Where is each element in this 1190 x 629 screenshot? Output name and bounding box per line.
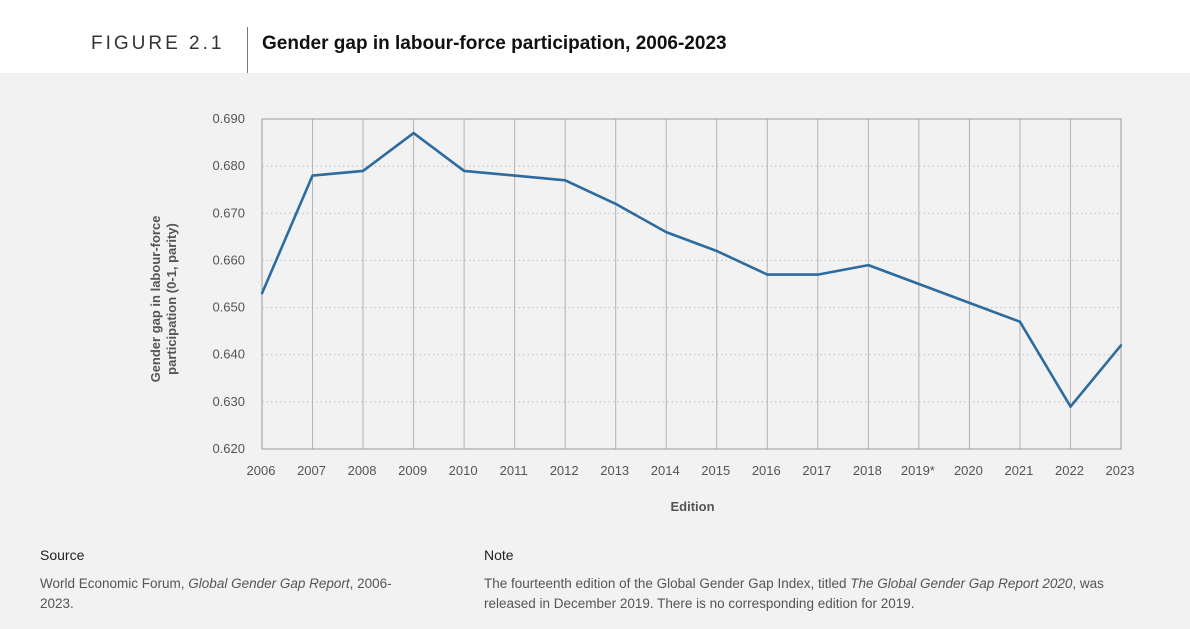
source-text: World Economic Forum, Global Gender Gap … [40, 576, 392, 611]
y-tick-label: 0.620 [212, 441, 245, 456]
data-point [1119, 344, 1123, 347]
chart-panel: 0.620 0.630 0.640 0.650 0.660 0.670 0.680 0.690… [0, 73, 1190, 629]
x-tick-label: 2011 [500, 463, 528, 478]
figure-title: Gender gap in labour-force participation… [262, 33, 727, 54]
x-tick-label: 2021 [1004, 463, 1033, 478]
figure-header: FIGURE 2.1 Gender gap in labour-force pa… [0, 0, 1190, 73]
y-axis-title-line: Gender gap in labour-force [148, 216, 163, 383]
x-axis-title: Edition [670, 499, 714, 514]
x-tick-label: 2007 [297, 463, 326, 478]
x-tick-label: 2010 [449, 463, 478, 478]
data-point [1069, 405, 1072, 408]
plot-border [261, 118, 1122, 450]
x-tick-label: 2023 [1106, 463, 1135, 478]
data-point [867, 263, 870, 267]
x-tick-label: 2009 [398, 463, 427, 478]
data-point [311, 174, 314, 177]
data-point [614, 202, 617, 206]
figure-label: FIGURE 2.1 [91, 33, 225, 54]
data-point [462, 169, 466, 173]
x-tick-label: 2012 [550, 463, 579, 478]
x-tick-label: 2015 [701, 463, 730, 478]
line-chart: 0.620 0.630 0.640 0.650 0.660 0.670 0.680 0.690… [148, 111, 1135, 514]
y-tick-label: 0.680 [212, 158, 245, 173]
x-tick-label: 2014 [651, 463, 680, 478]
x-tick-label: 2016 [752, 463, 781, 478]
y-tick-label: 0.640 [212, 347, 245, 362]
note-heading: Note [484, 547, 514, 563]
source-block: Source World Economic Forum, Global Gend… [40, 547, 420, 614]
y-axis-title: Gender gap in labour-force participation … [148, 216, 179, 383]
y-tick-label: 0.650 [212, 300, 245, 315]
x-tick-label: 2019* [901, 463, 935, 478]
y-tick-label: 0.660 [212, 252, 245, 267]
x-tick-label: 2017 [802, 463, 831, 478]
data-point [361, 169, 365, 173]
y-tick-label: 0.630 [212, 394, 245, 409]
series-line [260, 131, 1123, 408]
y-tick-label: 0.670 [212, 205, 245, 220]
data-point [513, 174, 516, 177]
x-tick-label: 2013 [600, 463, 629, 478]
y-axis-title-line: participation (0-1, parity) [164, 223, 179, 375]
data-point [412, 131, 415, 135]
data-point [968, 301, 971, 305]
data-point [715, 249, 718, 253]
data-point [816, 273, 820, 276]
note-block: Note The fourteenth edition of the Globa… [484, 547, 1124, 614]
x-tick-label: 2006 [247, 463, 276, 478]
x-tick-label: 2020 [954, 463, 983, 478]
data-point [260, 292, 264, 295]
x-tick-label: 2022 [1055, 463, 1084, 478]
note-text: The fourteenth edition of the Global Gen… [484, 576, 1104, 611]
data-point [665, 230, 668, 234]
data-point [766, 273, 769, 276]
source-heading: Source [40, 547, 85, 563]
x-tick-label: 2008 [348, 463, 377, 478]
data-point [1018, 320, 1022, 323]
x-tick-label: 2018 [853, 463, 882, 478]
header-divider [247, 27, 248, 73]
data-point [563, 179, 567, 182]
y-tick-label: 0.690 [212, 111, 245, 126]
